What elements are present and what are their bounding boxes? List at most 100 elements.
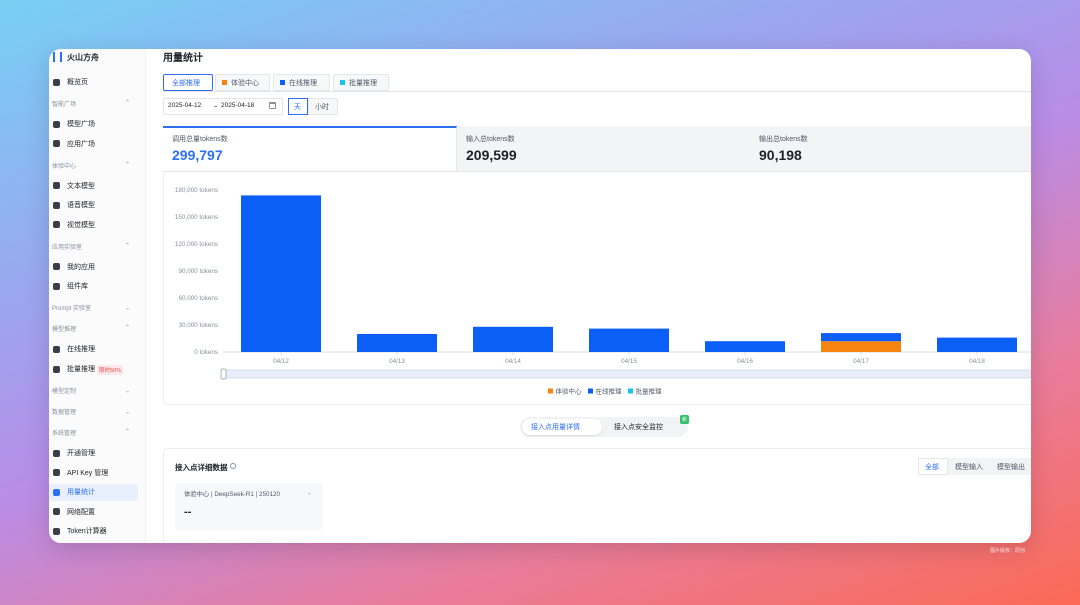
nav-badge: 限时50% [97,364,124,375]
y-tick-label: 150,000 tokens [175,214,218,221]
bar [241,195,321,352]
nav-group[interactable]: 应用实验室 [52,244,83,251]
tab-swatch [340,80,345,85]
sidebar [49,49,146,543]
detail-filter-label[interactable]: 全部 [925,464,939,471]
nav-item[interactable]: 批量推理 [67,366,95,373]
nav-group[interactable]: 模型推理 [52,327,77,334]
granularity-button[interactable] [288,98,308,115]
detail-filter[interactable] [990,458,1031,475]
detail-title: 接入点详细数据 [175,463,228,472]
nav-item[interactable]: 在线推理 [67,346,95,354]
legend-swatch [548,388,553,394]
tab-label[interactable]: 批量推理 [349,80,377,87]
nav-item[interactable]: 模型广场 [67,121,95,128]
nav-item[interactable]: 开通管理 [67,450,95,457]
nav-item[interactable]: 组件库 [67,283,88,291]
chevron[interactable]: ⌃ [125,161,131,168]
nav-group[interactable]: Prompt 实验室 [52,306,92,313]
nav-item[interactable]: 网络配置 [67,508,95,516]
nav-icon [53,263,60,271]
nav-item[interactable]: 视觉模型 [67,221,95,229]
end-date[interactable]: 2025-04-18 [221,102,255,109]
nav-icon [53,469,60,477]
nav-item[interactable]: 用量统计 [67,489,95,497]
tab-label[interactable]: 体验中心 [231,80,259,87]
legend-label: 在线推理 [596,387,623,396]
nav-icon [53,78,60,86]
date-picker[interactable] [163,98,283,115]
tab-label[interactable]: 在线推理 [289,80,317,87]
y-tick-label: 180,000 tokens [175,187,218,194]
nav-icon [53,449,60,457]
tab[interactable] [215,74,270,91]
y-tick-label: 120,000 tokens [175,241,218,248]
nav-item[interactable]: 应用广场 [67,140,95,148]
switch-active[interactable] [522,419,602,435]
legend-swatch [588,388,593,394]
legend-label: 批量推理 [636,387,663,396]
nav-item[interactable]: API Key 管理 [67,469,109,477]
nav-group[interactable]: 数据管理 [52,410,77,416]
nav-item[interactable]: 语音模型 [67,202,95,210]
detail-filter[interactable] [918,458,948,475]
summary-value: 90,198 [759,147,802,163]
help-icon [230,463,236,469]
summary-label: 输出总tokens数 [759,136,808,143]
nav-icon [53,282,60,290]
y-tick-label: 30,000 tokens [178,322,218,329]
summary-value: 209,599 [466,147,517,163]
endpoint-box [175,483,323,530]
date-separator [214,106,217,107]
summary-cell[interactable] [457,126,751,172]
switch-label[interactable]: 接入点安全监控 [614,424,663,431]
nav-item[interactable]: 文本模型 [67,182,95,190]
nav-icon [53,221,60,229]
nav-group[interactable]: 模型定制 [52,389,77,395]
nav-item[interactable]: 我的应用 [67,263,95,271]
nav-icon [53,201,60,209]
tab[interactable] [163,74,213,91]
chevron[interactable]: ⌃ [125,429,131,435]
granularity-label[interactable]: 天 [294,104,301,111]
start-date[interactable]: 2025-04-12 [168,102,202,109]
summary-cell[interactable] [750,126,1031,172]
nav-active-bg [49,483,138,501]
summary-cell[interactable] [163,126,457,172]
bar [357,334,437,352]
bar [821,333,901,342]
endpoint-select[interactable]: 体验中心 | DeepSeek-R1 | 250120 [184,491,281,498]
tab[interactable] [273,74,330,91]
chevron[interactable]: ⌃ [125,325,131,332]
nav-group[interactable]: 智能广场 [52,102,77,108]
y-tick-label: 0 tokens [194,349,218,356]
x-tick-label: 04/12 [273,358,289,365]
chevron[interactable]: ⌃ [125,100,131,106]
tab-swatch [280,80,285,85]
zoom-slider [221,369,1031,379]
page-title: 用量统计 [163,53,203,64]
bar [589,328,669,352]
summary-label: 输入总tokens数 [466,136,515,143]
detail-filter[interactable] [948,458,990,475]
tab[interactable] [333,74,389,91]
detail-filter-label[interactable]: 模型输入 [955,464,983,471]
nav-item[interactable]: 概览页 [67,79,88,86]
granularity-button[interactable] [308,98,338,115]
zoom-handle[interactable] [220,368,227,380]
watermark: 图片版权：原创 [990,548,1026,554]
detail-filter-label[interactable]: 模型输出 [997,464,1025,471]
granularity-label[interactable]: 小时 [315,104,329,111]
x-tick-label: 04/13 [389,358,405,365]
bar [821,341,901,352]
chevron[interactable]: ⌃ [125,242,131,249]
nav-item[interactable]: Token计算器 [67,528,107,536]
nav-group[interactable]: 系统管理 [52,431,77,437]
tab-label[interactable]: 全部推理 [172,80,200,87]
bar [473,326,553,352]
switch-label[interactable]: 接入点用量详情 [531,424,580,431]
x-tick-label: 04/18 [969,358,985,365]
nav-icon [53,488,60,496]
nav-group[interactable]: 体验中心 [52,163,77,170]
